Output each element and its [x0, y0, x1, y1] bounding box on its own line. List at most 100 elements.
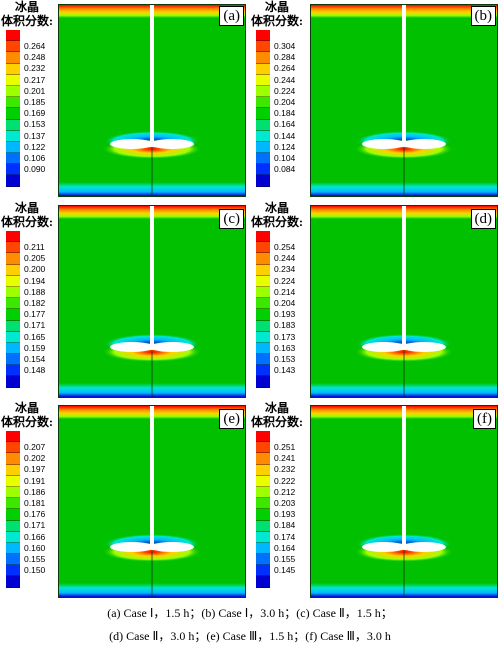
colorbar-cell: [6, 453, 20, 465]
colorbar-tick-label: 0.173: [274, 331, 296, 342]
legend-title: 冰晶 体积分数:: [1, 401, 53, 429]
colorbar-tick-label: 0.264: [274, 63, 296, 74]
colorbar-tick-label: 0.164: [274, 542, 296, 553]
panel-label: (f): [473, 409, 496, 429]
colorbar-tick-label: 0.244: [274, 253, 296, 264]
colorbar-tick-label: 0.284: [274, 52, 296, 63]
colorbar-tick-label: 0.171: [24, 320, 46, 331]
figure-caption-line-1: (a) Case Ⅰ，1.5 h；(b) Case Ⅰ，3.0 h；(c) Ca…: [107, 606, 393, 620]
colorbar-cell: [6, 442, 20, 454]
colorbar-tick-label: 0.155: [24, 553, 46, 564]
colorbar-cell: [256, 41, 270, 53]
colorbar-tick-label: 0.124: [274, 141, 296, 152]
colorbar: [256, 231, 270, 388]
colorbar-tick-label: 0.232: [24, 63, 46, 74]
colorbar-cell: [256, 531, 270, 543]
colorbar-tick-label: 0.217: [24, 74, 46, 85]
colorbar-tick-label: 0.211: [24, 242, 45, 252]
colorbar-cell: [6, 141, 20, 154]
panel-d: 冰晶 体积分数: 0.254 0.244 0.234 0.224 0.214 0.204 0.…: [250, 201, 500, 401]
colorbar-tick-label: 0.183: [274, 320, 296, 331]
colorbar-tick-label: 0.182: [24, 297, 46, 308]
colorbar-cell: [256, 542, 270, 555]
panel-f: 冰晶 体积分数: 0.251 0.241 0.232 0.222 0.212 0.203 0.…: [250, 401, 500, 601]
colorbar-cell: [6, 63, 20, 75]
panel-label: (b): [470, 6, 496, 26]
colorbar-cell: [6, 231, 20, 243]
colorbar-tick-label: 0.184: [274, 108, 296, 119]
colorbar-tick-label: 0.181: [24, 497, 46, 508]
panel-label: (e): [219, 409, 244, 429]
colorbar-tick-label: 0.201: [24, 85, 46, 96]
colorbar-cell: [6, 30, 20, 42]
colorbar-tick-label: 0.214: [274, 286, 296, 297]
colorbar-tick-label: 0.234: [274, 264, 296, 275]
colorbar-tick-label: 0.159: [24, 342, 46, 353]
colorbar-tick-label: 0.104: [274, 152, 296, 163]
colorbar-cell: [256, 85, 270, 98]
colorbar-tick-label: 0.160: [24, 542, 46, 553]
colorbar: [256, 431, 270, 588]
colorbar-tick-label: 0.204: [274, 297, 296, 308]
colorbar: [6, 231, 20, 388]
colorbar-cell: [6, 298, 20, 310]
colorbar-cell: [256, 365, 270, 377]
colorbar-cell: [6, 475, 20, 487]
colorbar-tick-label: 0.203: [274, 497, 296, 508]
colorbar-cell: [256, 475, 270, 487]
contour-plot: [310, 4, 498, 197]
colorbar-cell: [256, 52, 270, 64]
colorbar-cell: [256, 453, 270, 465]
colorbar-tick-label: 0.186: [24, 486, 46, 497]
colorbar-cell: [6, 85, 20, 98]
colorbar-tick-label: 0.177: [24, 309, 46, 320]
colorbar-cell: [6, 365, 20, 377]
legend-title: 冰晶 体积分数:: [251, 201, 303, 229]
colorbar-ticks: 0.251 0.241 0.232 0.222 0.212 0.203 0.193 0.184…: [274, 431, 295, 576]
ice-fraction-contour: [311, 406, 497, 597]
colorbar-cell: [256, 342, 270, 355]
colorbar-cell: [6, 164, 20, 176]
colorbar-tick-label: 0.150: [24, 565, 46, 576]
colorbar-tick-label: 0.244: [274, 74, 296, 85]
colorbar-cell: [256, 242, 270, 254]
colorbar-cell: [256, 576, 270, 588]
colorbar-cell: [6, 331, 20, 343]
colorbar-cell: [256, 520, 270, 532]
contour-plot: [58, 4, 246, 197]
colorbar-tick-label: 0.207: [24, 442, 46, 452]
colorbar-tick-label: 0.090: [24, 164, 46, 175]
colorbar-tick-label: 0.122: [24, 141, 46, 152]
colorbar: [6, 30, 20, 187]
colorbar-tick-label: 0.166: [24, 531, 46, 542]
colorbar-tick-label: 0.251: [274, 442, 296, 452]
colorbar-cell: [256, 320, 270, 332]
colorbar-cell: [6, 320, 20, 332]
colorbar-tick-label: 0.165: [24, 331, 46, 342]
colorbar-cell: [256, 498, 270, 510]
colorbar-cell: [256, 509, 270, 521]
contour-plot: [58, 405, 246, 598]
colorbar-tick-label: 0.202: [24, 453, 46, 464]
contour-plot: [310, 405, 498, 598]
colorbar-tick-label: 0.153: [24, 119, 46, 130]
colorbar-cell: [6, 275, 20, 287]
colorbar-cell: [6, 153, 20, 165]
colorbar-tick-label: 0.193: [274, 509, 296, 520]
colorbar-cell: [256, 175, 270, 187]
colorbar-cell: [256, 63, 270, 75]
colorbar-ticks: 0.304 0.284 0.264 0.244 0.224 0.204 0.184 0.164…: [274, 30, 295, 175]
ice-fraction-contour: [59, 5, 245, 196]
colorbar-tick-label: 0.155: [274, 553, 296, 564]
ice-fraction-contour: [311, 206, 497, 397]
figure-caption-line-2: (d) Case Ⅱ，3.0 h；(e) Case Ⅲ，1.5 h；(f) Ca…: [109, 629, 391, 643]
colorbar-cell: [256, 565, 270, 577]
colorbar-tick-label: 0.188: [24, 286, 46, 297]
colorbar-cell: [6, 52, 20, 64]
colorbar-cell: [6, 253, 20, 265]
ice-fraction-contour: [59, 206, 245, 397]
colorbar-cell: [256, 464, 270, 476]
colorbar-cell: [6, 354, 20, 366]
legend-title: 冰晶 体积分数:: [1, 201, 53, 229]
colorbar-tick-label: 0.304: [274, 41, 296, 51]
